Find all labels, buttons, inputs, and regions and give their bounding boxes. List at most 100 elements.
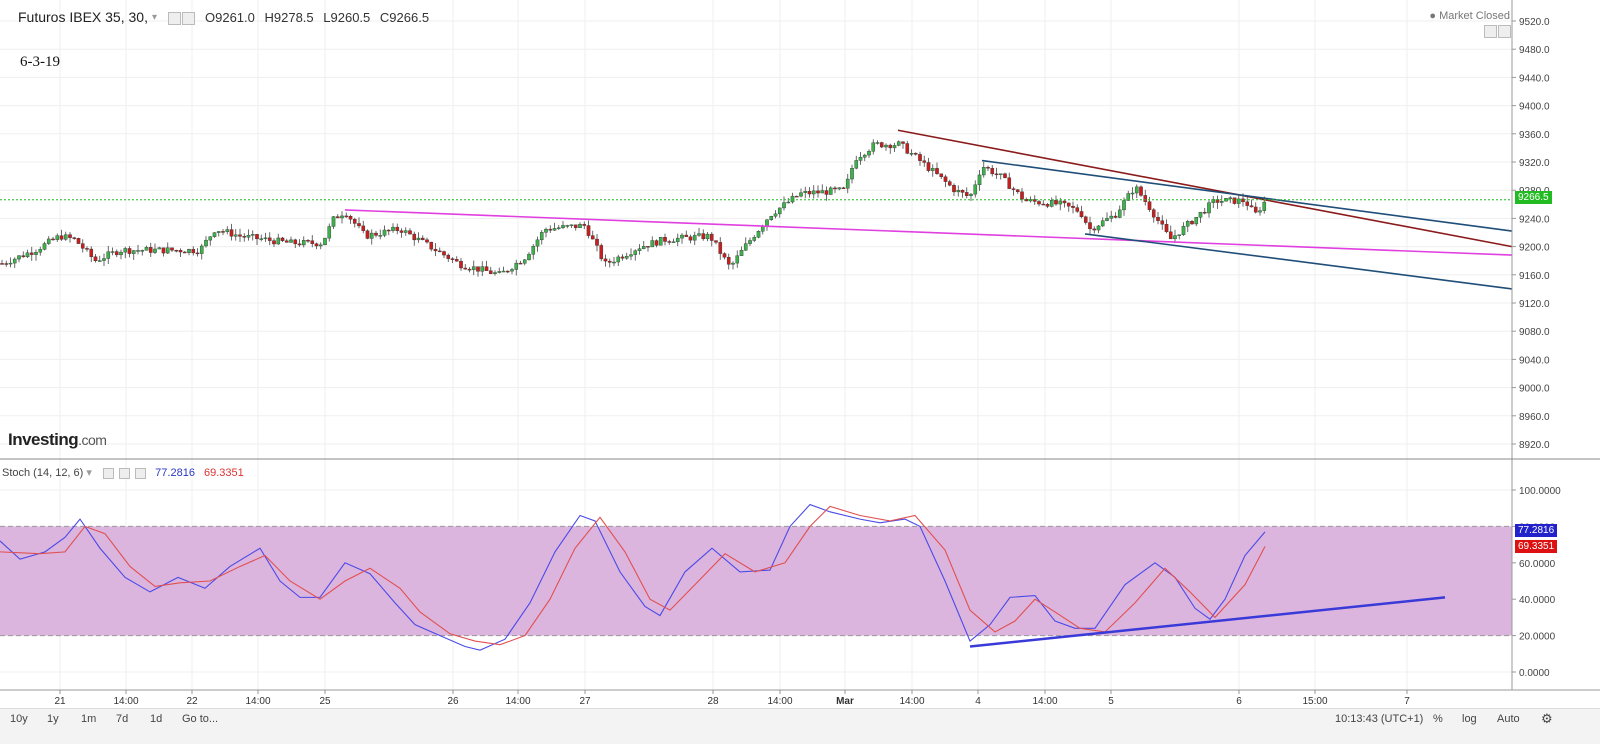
candle-body xyxy=(221,231,225,233)
candle-body xyxy=(442,251,446,256)
candle-body xyxy=(114,251,119,256)
y-tick-label: 9440.0 xyxy=(1519,73,1550,84)
candle-body xyxy=(841,187,846,189)
candle-body xyxy=(480,266,485,272)
candle-body xyxy=(926,162,931,171)
candle-body xyxy=(1075,207,1080,212)
candle-body xyxy=(769,216,774,221)
candle-body xyxy=(718,242,723,254)
range-1y[interactable]: 1y xyxy=(47,713,59,725)
candle-body xyxy=(1258,210,1262,213)
candle-body xyxy=(760,226,765,232)
gear-icon[interactable]: ⚙ xyxy=(1541,711,1553,726)
chart-canvas[interactable]: 9520.09480.09440.09400.09360.09320.09280… xyxy=(0,0,1600,708)
candle-body xyxy=(250,234,255,236)
candle-body xyxy=(42,243,47,250)
candle-body xyxy=(735,255,740,264)
candle-body xyxy=(408,230,412,235)
candle-body xyxy=(527,254,531,261)
stoch-d-label: 69.3351 xyxy=(1515,540,1558,553)
candle-body xyxy=(1015,189,1020,193)
y-tick-label: 40.0000 xyxy=(1519,595,1556,606)
candle-body xyxy=(1168,231,1173,240)
candle-body xyxy=(293,239,298,245)
y-tick-label: 0.0000 xyxy=(1519,668,1550,679)
candle-body xyxy=(973,184,978,195)
candle-body xyxy=(1037,201,1041,205)
candle-body xyxy=(1207,202,1211,214)
arrow-down-icon[interactable] xyxy=(1484,25,1497,38)
trend-line xyxy=(344,209,1513,256)
candle-body xyxy=(161,247,166,254)
trend-line xyxy=(1084,233,1513,290)
dropdown-icon[interactable]: ▾ xyxy=(86,467,92,479)
candle-body xyxy=(80,243,85,249)
candle-body xyxy=(1083,216,1088,223)
d-value: 69.3351 xyxy=(204,467,244,479)
range-1m[interactable]: 1m xyxy=(81,713,97,725)
visibility-icon[interactable] xyxy=(182,12,195,25)
candle-body xyxy=(850,167,854,180)
candle-body xyxy=(191,249,196,254)
candle-body xyxy=(437,250,442,253)
range-7d[interactable]: 7d xyxy=(116,713,129,725)
candle-body xyxy=(165,247,170,254)
candle-body xyxy=(1164,223,1169,233)
goto-button[interactable]: Go to... xyxy=(182,713,219,725)
log-toggle[interactable]: log xyxy=(1462,713,1477,725)
candle-body xyxy=(471,266,476,270)
candle-body xyxy=(726,256,731,265)
candle-body xyxy=(748,240,752,244)
candle-body xyxy=(153,248,157,253)
auto-toggle[interactable]: Auto xyxy=(1497,713,1520,725)
candle-body xyxy=(607,260,612,263)
candle-body xyxy=(675,237,680,242)
candle-body xyxy=(1130,192,1135,195)
range-1d[interactable]: 1d xyxy=(150,713,163,725)
candle-body xyxy=(1105,218,1109,221)
candle-body xyxy=(1096,225,1101,231)
candle-body xyxy=(918,154,922,161)
candle-body xyxy=(310,240,315,244)
visibility-icon[interactable] xyxy=(119,467,131,479)
candle-body xyxy=(544,228,548,233)
candle-body xyxy=(833,187,837,190)
candle-body xyxy=(29,252,34,255)
x-tick-label: 27 xyxy=(579,696,591,707)
candle-body xyxy=(119,251,123,256)
x-tick-label: 25 xyxy=(319,696,331,707)
settings-icon[interactable] xyxy=(168,12,181,25)
candle-body xyxy=(522,259,527,264)
x-tick-label: 7 xyxy=(1404,696,1410,707)
candle-body xyxy=(272,240,276,245)
settings-icon[interactable] xyxy=(102,467,114,479)
candle-body xyxy=(123,248,128,253)
candle-body xyxy=(420,237,425,240)
candle-body xyxy=(331,216,336,227)
dropdown-icon[interactable]: ▾ xyxy=(152,12,158,23)
range-10y[interactable]: 10y xyxy=(10,713,28,725)
candle-body xyxy=(1049,200,1054,207)
candle-body xyxy=(1109,215,1114,219)
candle-body xyxy=(854,160,859,169)
x-tick-label: 14:00 xyxy=(113,696,138,707)
candle-body xyxy=(561,225,565,228)
close-icon[interactable] xyxy=(135,467,147,479)
y-tick-label: 9320.0 xyxy=(1519,158,1550,169)
candle-body xyxy=(964,192,969,196)
candle-body xyxy=(327,226,332,239)
candle-body xyxy=(629,254,633,257)
candle-body xyxy=(174,249,179,252)
stoch-band xyxy=(0,525,1512,637)
candle-body xyxy=(1054,200,1058,205)
y-tick-label: 9200.0 xyxy=(1519,243,1550,254)
candle-body xyxy=(476,266,480,272)
candle-body xyxy=(722,253,727,258)
percent-toggle[interactable]: % xyxy=(1433,713,1443,725)
candle-body xyxy=(803,191,808,193)
arrow-up-icon[interactable] xyxy=(1498,25,1511,38)
candle-body xyxy=(263,237,268,240)
candle-body xyxy=(1156,216,1160,221)
candle-body xyxy=(650,240,655,248)
candle-body xyxy=(25,252,30,258)
